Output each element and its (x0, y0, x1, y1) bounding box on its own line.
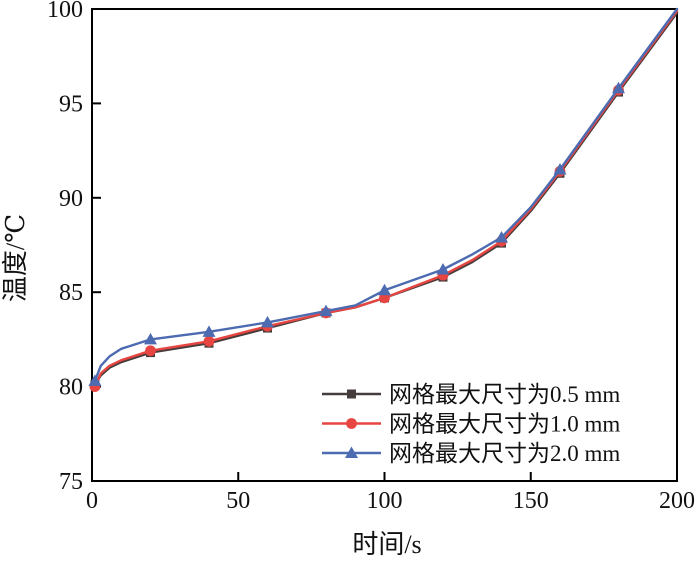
legend-swatch-marker-0 (347, 389, 356, 399)
x-axis-title: 时间/s (352, 530, 421, 559)
series-1-marker-t20 (145, 345, 156, 357)
series-2-marker-t140 (495, 230, 508, 243)
series-2-marker-t60 (261, 315, 274, 328)
chart-built-content: 0 50 100 150 200 75 80 85 90 95 100 网格最大尺寸为0.5 mm 网格… (47, 0, 695, 514)
x-tick-label-150: 150 (513, 488, 549, 514)
y-tick-label-100: 100 (47, 0, 83, 23)
x-tick-label-100: 100 (367, 488, 403, 514)
y-tick-label-85: 85 (59, 280, 83, 306)
series-line-1 (90, 9, 679, 390)
y-tick-label-90: 90 (59, 186, 83, 212)
x-tick-label-200: 200 (659, 488, 695, 514)
series-line-0 (90, 11, 679, 388)
y-tick-label-80: 80 (59, 375, 83, 401)
series-1-marker-t40 (203, 335, 215, 347)
plot-border (91, 8, 678, 482)
series-2-marker-t180 (612, 81, 625, 94)
x-tick-label-50: 50 (226, 488, 250, 514)
legend-label-1: 网格最大尺寸为1.0 mm (389, 412, 620, 437)
series-2-marker-t20 (144, 332, 157, 345)
legend-swatch-marker-2 (345, 446, 358, 458)
legend-label-2: 网格最大尺寸为2.0 mm (389, 441, 620, 466)
series-2-marker-t80 (319, 304, 333, 317)
series-2-marker-t120 (436, 263, 450, 275)
legend-swatch-marker-1 (346, 418, 357, 429)
series-2-marker-t40 (202, 325, 216, 337)
y-tick-label-95: 95 (59, 91, 83, 117)
x-tick-label-0: 0 (86, 488, 98, 514)
series-line-2 (90, 7, 679, 386)
series-2-marker-t160 (553, 162, 567, 175)
y-tick-label-75: 75 (59, 469, 83, 495)
series-2-marker-t100 (378, 283, 391, 296)
legend-label-0: 网格最大尺寸为0.5 mm (389, 382, 620, 407)
y-axis-title: 温度/℃ (1, 214, 30, 302)
series-2-marker-t1 (88, 374, 102, 386)
